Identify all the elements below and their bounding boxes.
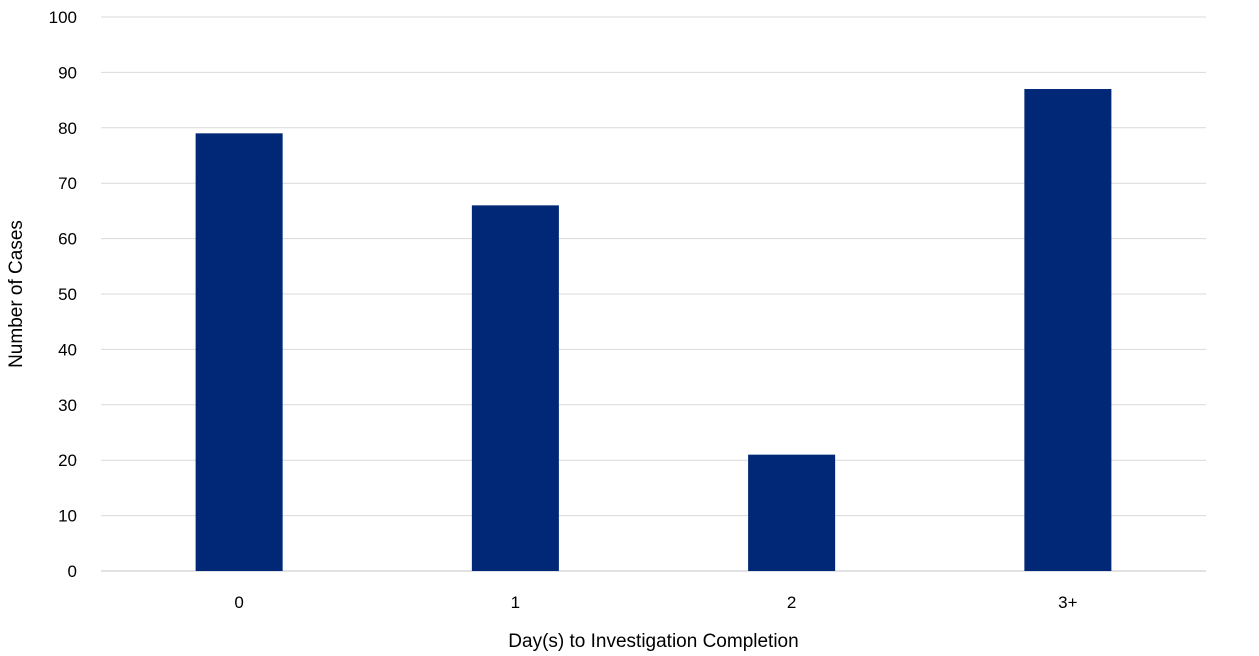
x-tick-label: 3+ <box>1058 593 1077 612</box>
y-tick-label: 80 <box>58 119 77 138</box>
y-axis-title: Number of Cases <box>6 220 27 368</box>
y-tick-label: 90 <box>58 63 77 82</box>
y-tick-label: 20 <box>58 451 77 470</box>
x-tick-label: 1 <box>511 593 520 612</box>
bar <box>471 205 559 572</box>
y-tick-label: 100 <box>49 8 77 27</box>
bar <box>1024 89 1112 572</box>
x-axis-ticks: 0 1 2 3+ <box>234 593 1077 612</box>
y-tick-label: 40 <box>58 340 77 359</box>
bar <box>195 133 283 571</box>
x-axis-title: Day(s) to Investigation Completion <box>508 631 798 652</box>
y-tick-label: 60 <box>58 230 77 249</box>
y-tick-label: 30 <box>58 396 77 415</box>
y-tick-label: 0 <box>68 562 77 581</box>
gridlines <box>101 16 1206 572</box>
bars <box>195 89 1112 572</box>
y-tick-label: 50 <box>58 285 77 304</box>
y-tick-label: 70 <box>58 174 77 193</box>
x-tick-label: 2 <box>787 593 796 612</box>
y-tick-label: 10 <box>58 507 77 526</box>
y-axis-ticks: 0 10 20 30 40 50 60 70 80 90 100 <box>49 8 77 581</box>
x-tick-label: 0 <box>234 593 243 612</box>
bar <box>748 454 836 571</box>
